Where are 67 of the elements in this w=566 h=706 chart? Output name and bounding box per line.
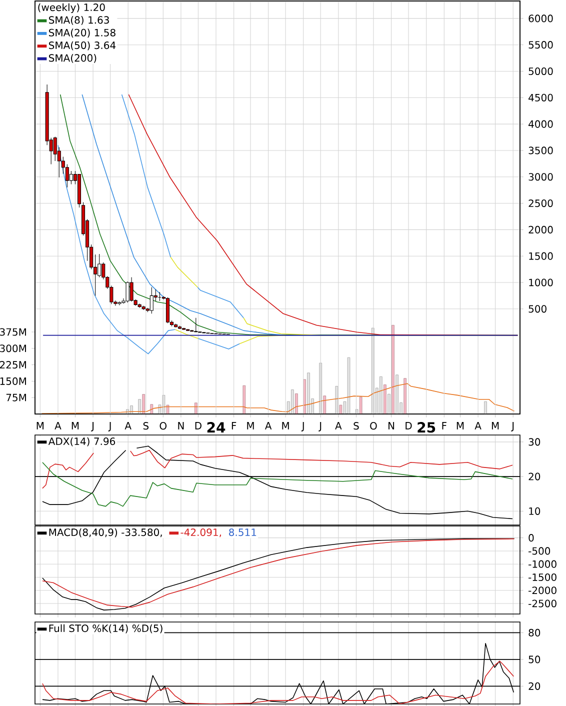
y-tick-label: 3000 (528, 173, 553, 181)
x-tick-label: J (318, 422, 322, 432)
y-tick-label: 20 (528, 682, 540, 690)
x-tick-label: O (370, 422, 377, 430)
y-tick-label: 4000 (528, 120, 553, 128)
x-tick-label: D (406, 422, 412, 430)
y2-tick-label: 375M (0, 328, 26, 336)
x-tick-label: M (72, 422, 79, 430)
x-tick-label: 25 (418, 422, 436, 433)
y-tick-label: 5000 (528, 67, 553, 76)
y2-tick-label: 150M (0, 377, 26, 385)
y-tick-label: 4500 (528, 94, 553, 102)
y-tick-label: 50 (528, 656, 540, 664)
x-tick-label: D (195, 422, 202, 430)
y-tick-label: -2000 (528, 586, 556, 594)
y-tick-label: 2500 (528, 199, 553, 208)
x-tick-label: N (178, 422, 184, 430)
legend-label: SMA(8) 1.63 (49, 16, 109, 25)
x-tick-label: A (474, 422, 482, 430)
legend-label: MACD(8,40,9) -33.580, (49, 528, 162, 538)
x-tick-label: A (335, 422, 342, 430)
x-tick-label: J (511, 422, 514, 432)
y-tick-label: -2500 (528, 600, 556, 608)
x-tick-label: M (247, 422, 254, 430)
x-tick-label: J (301, 422, 304, 432)
x-tick-label: S (143, 422, 149, 430)
x-tick-label: M (456, 422, 464, 430)
legend-label: Full STO %K(14) %D(5) (49, 624, 162, 634)
y-tick-label: -1000 (528, 560, 556, 568)
y2-tick-label: 225M (0, 361, 26, 369)
x-tick-label: A (264, 422, 272, 430)
x-tick-label: J (108, 422, 111, 432)
x-tick-label: F (232, 422, 236, 430)
y-tick-label: 20 (528, 472, 540, 480)
legend-label: SMA(200) (49, 54, 96, 63)
x-tick-label: 24 (207, 422, 226, 432)
y-tick-label: 80 (528, 628, 540, 636)
y-tick-label: 5500 (528, 41, 553, 49)
y-tick-label: 10 (529, 507, 540, 515)
x-tick-label: M (492, 422, 499, 430)
y-tick-label: -500 (528, 547, 550, 555)
y-tick-label: 3500 (528, 146, 553, 154)
x-tick-label: F (442, 422, 446, 430)
y-tick-label: 500 (528, 305, 546, 313)
legend-label: ADX(14) 7.96 (48, 437, 116, 446)
legend-label: SMA(50) 3.64 (49, 41, 116, 50)
x-tick-label: A (54, 422, 62, 430)
annotation: 8.511 (229, 528, 256, 536)
y2-tick-label: 75M (6, 394, 26, 402)
y-tick-label: 6000 (528, 14, 553, 22)
y2-tick-label: 300M (0, 344, 26, 352)
y-tick-label: -1500 (528, 573, 556, 582)
legend-label: SMA(20) 1.58 (49, 28, 116, 38)
x-tick-label: N (388, 422, 394, 430)
x-tick-label: O (160, 422, 167, 430)
y-tick-label: 1500 (529, 252, 553, 260)
legend-label: -42.091, (180, 528, 222, 538)
x-tick-label: M (36, 422, 44, 430)
chart-title: (weekly) 1.20 (38, 3, 105, 14)
x-tick-label: J (91, 422, 94, 432)
y-tick-label: 1000 (529, 278, 553, 286)
y-tick-label: 30 (528, 438, 540, 446)
x-tick-label: A (124, 422, 132, 430)
x-tick-label: M (282, 422, 289, 430)
y-tick-label: 0 (528, 534, 534, 542)
y-tick-label: 2000 (528, 226, 553, 234)
x-tick-label: S (354, 422, 359, 430)
